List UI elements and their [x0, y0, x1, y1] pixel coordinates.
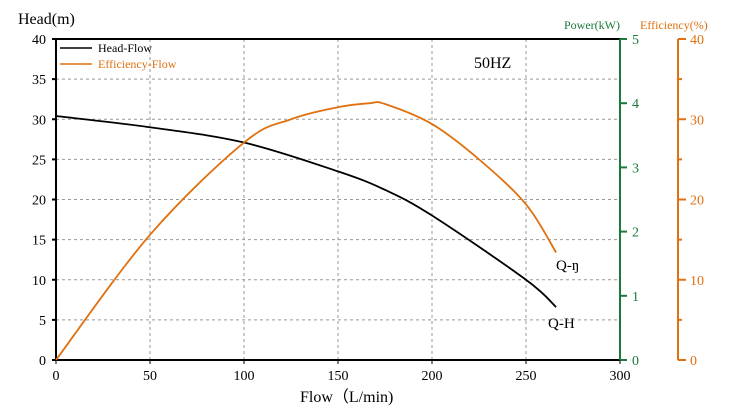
y-tick-label: 0 — [39, 354, 46, 369]
power-tick-label: 0 — [632, 354, 639, 369]
x-tick-label: 250 — [516, 369, 537, 384]
power-tick-label: 1 — [632, 290, 639, 305]
power-tick-label: 2 — [632, 226, 639, 241]
grid — [56, 39, 620, 360]
efficiency-tick-label: 10 — [690, 274, 704, 289]
qeta-curve-label: Q-ŋ — [556, 258, 579, 274]
efficiency-axis-title: Efficiency(%) — [640, 18, 708, 32]
left-axis-title: Head(m) — [18, 11, 75, 28]
x-tick-label: 200 — [422, 369, 443, 384]
efficiency-tick-label: 30 — [690, 113, 704, 128]
x-tick-label: 50 — [143, 369, 157, 384]
efficiency-tick-label: 40 — [690, 33, 704, 48]
y-tick-label: 30 — [32, 113, 46, 128]
frequency-annotation: 50HZ — [474, 55, 511, 72]
power-tick-label: 4 — [632, 97, 639, 112]
head-flow-curve — [55, 115, 557, 308]
x-axis-title: Flow（L/min) — [300, 388, 393, 406]
y-tick-label: 10 — [32, 274, 46, 289]
legend-efficiency-label: Efficiency-Flow — [98, 57, 177, 71]
power-tick-label: 3 — [632, 161, 639, 176]
qh-curve-label: Q-H — [548, 316, 575, 332]
y-tick-label: 5 — [39, 314, 46, 329]
power-tick-label: 5 — [632, 33, 639, 48]
x-tick-label: 100 — [234, 369, 255, 384]
y-tick-label: 25 — [32, 153, 46, 168]
y-tick-label: 35 — [32, 73, 46, 88]
x-tick-label: 150 — [328, 369, 349, 384]
y-tick-label: 15 — [32, 234, 46, 249]
power-axis-title: Power(kW) — [564, 18, 620, 32]
x-tick-label: 0 — [53, 369, 60, 384]
efficiency-tick-label: 20 — [690, 194, 704, 209]
y-tick-label: 20 — [32, 194, 46, 209]
legend-head-label: Head-Flow — [98, 41, 152, 55]
efficiency-tick-label: 0 — [690, 354, 697, 369]
curves — [55, 101, 557, 361]
x-tick-label: 300 — [610, 369, 631, 384]
ticks: 0 50 100 150 200 250 3000510152025303540012345… — [32, 33, 704, 384]
y-tick-label: 40 — [32, 33, 46, 48]
efficiency-flow-curve — [55, 101, 557, 361]
